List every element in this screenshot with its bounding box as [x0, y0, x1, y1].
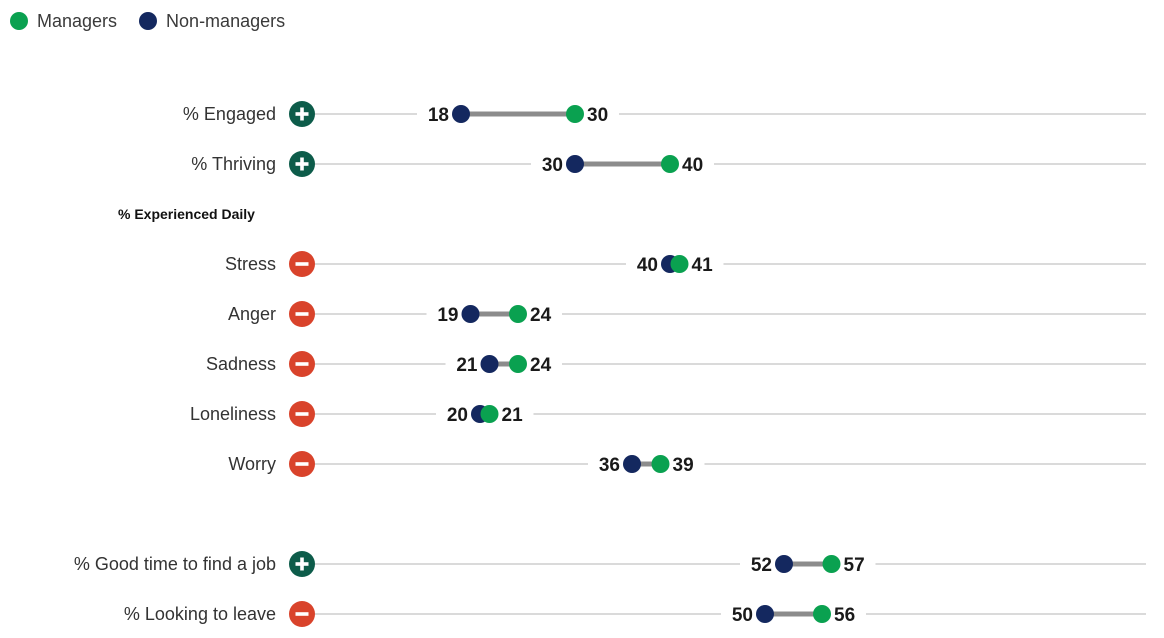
row-label: % Good time to find a job [74, 554, 276, 574]
managers-dot [509, 305, 527, 323]
value-label-low: 18 [428, 105, 449, 126]
legend-item-non-managers: Non-managers [139, 11, 285, 32]
row-label: % Looking to leave [124, 604, 276, 624]
value-label-low: 30 [542, 155, 563, 176]
plus-icon [289, 551, 315, 577]
row-label: Anger [228, 304, 276, 324]
legend-swatch-non-managers [139, 12, 158, 30]
managers-dot [651, 455, 670, 473]
plus-bar-v [300, 157, 304, 171]
row-pct-thriving: % Thriving 30 40 [191, 151, 1146, 177]
value-label-low: 19 [437, 305, 458, 326]
value-label-high: 41 [692, 255, 714, 276]
non-managers-dot [461, 305, 480, 323]
legend-label-non-managers: Non-managers [166, 10, 286, 31]
row-label: % Thriving [191, 154, 276, 174]
managers-dot [813, 605, 831, 623]
minus-icon [289, 251, 315, 277]
plus-bar-v [300, 107, 304, 121]
row-worry: Worry 36 39 [228, 451, 1146, 477]
managers-dot [670, 255, 689, 273]
non-managers-dot [566, 155, 584, 173]
value-label-low: 52 [751, 555, 772, 576]
row-label: Stress [225, 254, 276, 274]
row-anger: Anger 19 24 [228, 301, 1146, 327]
managers-dot [509, 355, 527, 373]
row-sadness: Sadness 21 24 [206, 351, 1146, 377]
minus-icon [289, 601, 315, 627]
value-label-low: 50 [732, 605, 753, 626]
minus-bar [295, 612, 309, 616]
managers-dot [480, 405, 499, 423]
row-pct-looking-to-leave: % Looking to leave 50 56 [124, 601, 1146, 627]
row-label: Loneliness [190, 404, 276, 424]
plus-icon [289, 151, 315, 177]
plus-icon [289, 101, 315, 127]
minus-bar [295, 462, 309, 466]
minus-bar [295, 312, 309, 316]
minus-icon [289, 401, 315, 427]
non-managers-dot [480, 355, 499, 373]
value-label-low: 20 [447, 405, 468, 426]
row-pct-engaged: % Engaged 18 30 [183, 101, 1146, 127]
minus-icon [289, 351, 315, 377]
row-label: Worry [228, 454, 276, 474]
value-label-low: 40 [637, 255, 658, 276]
value-label-high: 39 [673, 455, 694, 476]
legend-swatch-managers [10, 12, 28, 30]
minus-icon [289, 301, 315, 327]
value-label-high: 24 [530, 355, 552, 376]
minus-icon [289, 451, 315, 477]
non-managers-dot [756, 605, 774, 623]
row-loneliness: Loneliness 20 21 [190, 401, 1146, 427]
minus-bar [295, 412, 309, 416]
row-stress: Stress 40 41 [225, 251, 1146, 277]
value-label-low: 36 [599, 455, 620, 476]
non-managers-dot [452, 105, 470, 123]
chart-legend: Managers Non-managers [10, 8, 307, 34]
value-label-high: 21 [502, 405, 524, 426]
legend-item-managers: Managers [10, 11, 117, 32]
plus-bar-v [300, 557, 304, 571]
managers-dot [822, 555, 841, 573]
value-label-high: 56 [834, 605, 855, 626]
value-label-high: 30 [587, 105, 608, 126]
minus-bar [295, 362, 309, 366]
section-label: % Experienced Daily [118, 206, 255, 222]
managers-dot [566, 105, 584, 123]
row-label: Sadness [206, 354, 276, 374]
value-label-high: 24 [530, 305, 552, 326]
minus-bar [295, 262, 309, 266]
value-label-high: 57 [844, 555, 865, 576]
non-managers-dot [623, 455, 641, 473]
value-label-low: 21 [456, 355, 478, 376]
value-label-high: 40 [682, 155, 703, 176]
row-label: % Engaged [183, 104, 276, 124]
row-pct-good-time-to-find-a-job: % Good time to find a job 52 57 [74, 551, 1146, 577]
managers-dot [661, 155, 679, 173]
legend-label-managers: Managers [37, 10, 118, 31]
non-managers-dot [775, 555, 793, 573]
